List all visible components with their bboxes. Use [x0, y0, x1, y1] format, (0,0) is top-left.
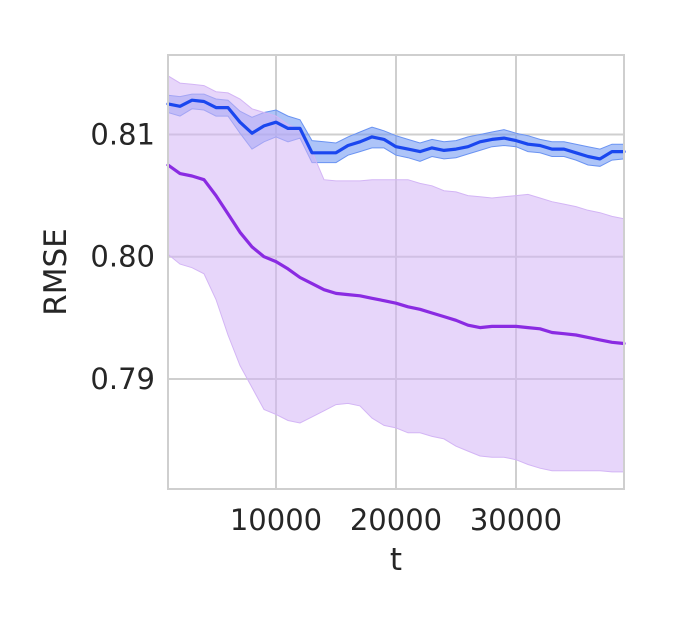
x-tick-label: 20000	[350, 503, 442, 537]
x-axis-label: t	[390, 542, 402, 578]
x-tick-label: 30000	[470, 503, 562, 537]
y-tick-label: 0.80	[90, 240, 155, 274]
series-2-line	[166, 163, 626, 346]
y-tick-label: 0.79	[90, 362, 155, 396]
series-1-line	[166, 98, 626, 161]
y-tick-label: 0.81	[90, 117, 155, 151]
y-axis-label: RMSE	[38, 228, 74, 316]
tick-labels: 10000 20000 30000 0.79 0.80 0.81	[90, 117, 562, 537]
series-lines	[166, 98, 626, 346]
x-tick-label: 10000	[230, 503, 322, 537]
plot-frame	[167, 54, 625, 490]
confidence-bands	[167, 74, 625, 473]
